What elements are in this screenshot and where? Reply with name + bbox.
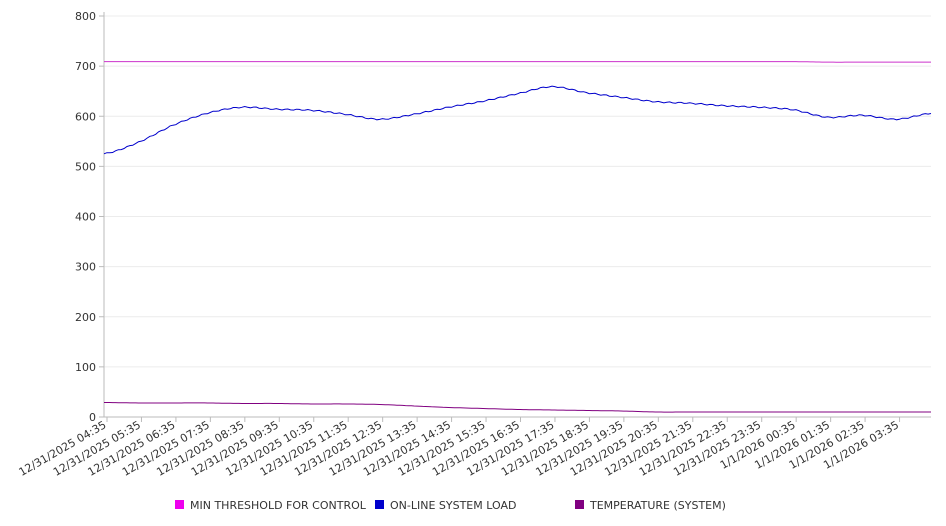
legend-label-0: MIN THRESHOLD FOR CONTROL: [190, 499, 367, 512]
legend-label-2: TEMPERATURE (SYSTEM): [589, 499, 726, 512]
series-group: [103, 61, 932, 413]
legend-swatch-1: [375, 500, 384, 509]
series-line-2: [104, 402, 931, 413]
y-tick-label-6: 600: [75, 110, 96, 123]
y-tick-label-3: 300: [75, 261, 96, 274]
legend: MIN THRESHOLD FOR CONTROL ON-LINE SYSTEM …: [175, 499, 726, 512]
legend-label-1: ON-LINE SYSTEM LOAD: [390, 499, 516, 512]
axes: [99, 12, 931, 422]
legend-swatch-2: [575, 500, 584, 509]
y-tick-label-5: 500: [75, 160, 96, 173]
series-line-0: [104, 61, 931, 63]
y-tick-label-4: 400: [75, 211, 96, 224]
y-axis-ticks: 0 100 200 300 400 500 600 700 800: [75, 10, 96, 424]
y-tick-label-7: 700: [75, 60, 96, 73]
y-tick-label-0: 0: [89, 411, 96, 424]
legend-swatch-0: [175, 500, 184, 509]
grid: [104, 15, 931, 368]
y-tick-label-1: 100: [75, 361, 96, 374]
y-tick-label-8: 800: [75, 10, 96, 23]
y-tick-label-2: 200: [75, 311, 96, 324]
series-line-1: [103, 85, 932, 155]
